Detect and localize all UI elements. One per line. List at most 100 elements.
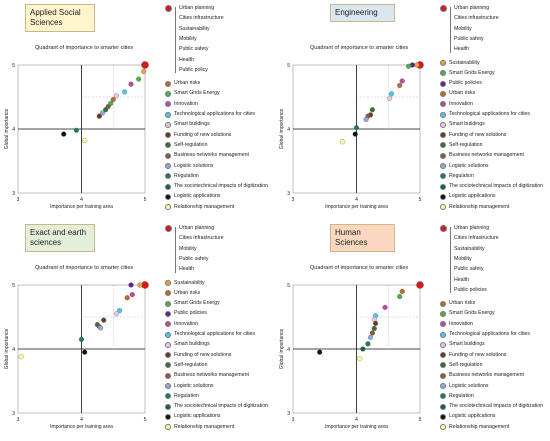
point-urban-risks [124, 295, 130, 301]
y-axis-label: Global importance [279, 108, 285, 149]
legend-marker [165, 80, 171, 87]
point-regulation [365, 341, 371, 347]
legend-marker [440, 383, 446, 389]
legend-label: Public safety [179, 46, 209, 53]
legend-marker [440, 331, 446, 338]
legend-label: Logistic applications [174, 413, 221, 420]
legend-label: Smart Grids Energy [174, 90, 220, 97]
legend-label: Funding of new solutions [174, 131, 232, 138]
panel-title: Applied Social Sciences [25, 4, 95, 32]
legend-marker [165, 280, 171, 286]
legend-label: Logistic applications [449, 193, 496, 200]
legend-marker [165, 352, 171, 359]
legend-marker [440, 310, 446, 317]
legend-marker [165, 290, 171, 297]
point-logistic-solutions [98, 325, 104, 331]
point-smart-grids-energy [397, 293, 403, 300]
legend-label: Technological applications for cities [449, 111, 531, 117]
point-innovation [399, 78, 405, 84]
point-relationship-management [18, 354, 24, 360]
legend-marker [165, 225, 172, 232]
legend-label: Regulation [449, 392, 474, 399]
legend-label: Business networks management [449, 372, 524, 379]
legend-label: Innovation [174, 320, 198, 327]
legend-label: Logistic solutions [449, 382, 489, 389]
legend-marker [440, 80, 446, 87]
legend-label: Regulation [174, 172, 199, 179]
point-smart-buildings [113, 311, 119, 317]
point-logistic-applications [82, 349, 88, 355]
legend-label: Smart Grids Energy [449, 69, 495, 76]
point-urban-planning [141, 281, 149, 289]
legend-marker [440, 393, 446, 400]
point-innovation [129, 292, 135, 298]
legend-label: Relationship management [449, 423, 510, 430]
legend-label: Technological applications for cities [449, 331, 531, 337]
scatter-plot: 3 4 5 3 4 5 Importance per training area Global… [4, 61, 149, 210]
legend-marker [165, 101, 171, 108]
chart-panel-2: Engineering Quadrant of importance to sma… [275, 0, 550, 220]
point-logistic-solutions [99, 110, 106, 116]
legend-marker [440, 90, 446, 97]
x-tick-label: 3 [292, 197, 295, 203]
legend-label: Regulation [449, 172, 474, 179]
legend-marker [165, 142, 171, 149]
point-technological-applications-for-cities [117, 308, 123, 314]
y-tick-label: 5 [287, 63, 290, 69]
legend-marker [440, 70, 446, 77]
legend-marker [165, 132, 171, 139]
chart-title: Quadrant of importance to smarter cities [310, 45, 409, 51]
legend-marker [440, 204, 446, 211]
point-technological-applications-for-cities [122, 89, 128, 95]
legend-label: Business networks management [449, 152, 524, 159]
legend-label: Sustainability [174, 279, 205, 286]
legend-marker [440, 362, 446, 369]
legend-label: Public policies [454, 286, 487, 293]
legend-marker [165, 5, 172, 12]
legend-label: Public safety [454, 266, 484, 273]
legend-marker [165, 331, 171, 338]
point-funding-of-new-solutions [373, 320, 379, 326]
scatter-plot: 3 4 5 3 4 5 Importance per training area Global… [279, 281, 424, 430]
x-tick-label: 3 [17, 417, 20, 423]
chart-title: Quadrant of importance to smarter cities [35, 45, 134, 51]
x-tick-label: 3 [17, 197, 20, 203]
legend-label: Mobility [179, 35, 197, 42]
legend-label: Urban planning [454, 225, 490, 231]
legend-label: Logistic solutions [174, 382, 214, 389]
legend-label: Relationship management [174, 203, 235, 210]
chart-title: Quadrant of importance to smarter cities [310, 265, 409, 271]
legend-marker [165, 362, 171, 369]
y-tick-label: 3 [12, 411, 15, 417]
legend-group-bracket [450, 7, 451, 53]
x-tick-label: 5 [419, 197, 422, 203]
y-tick-label: 3 [287, 411, 290, 417]
legend-marker [440, 183, 446, 190]
legend-marker [440, 413, 446, 420]
panel-title: Exact and earth sciences [25, 224, 95, 252]
x-tick-label: 4 [80, 197, 83, 203]
point-regulation [78, 336, 85, 342]
legend-marker [165, 204, 171, 211]
point-urban-planning [416, 281, 424, 289]
legend-marker [440, 60, 446, 66]
legend-marker [440, 372, 446, 379]
x-axis-label: Importance per training area [50, 204, 113, 210]
legend-label: Funding of new solutions [449, 131, 507, 138]
legend-marker [165, 393, 171, 400]
point-self-regulation [369, 107, 375, 113]
point-funding-of-new-solutions [96, 113, 102, 119]
legend-label: Relationship management [449, 203, 510, 210]
legend-marker [165, 372, 171, 379]
legend-label: The sociotechnical impacts of digitizati… [174, 183, 268, 190]
point-innovation [128, 81, 134, 87]
legend-marker [440, 132, 446, 139]
point-relationship-management [339, 139, 346, 145]
legend-label: Relationship management [174, 423, 235, 430]
legend-label: Urban risks [449, 90, 476, 97]
legend-label: Sustainability [449, 59, 480, 66]
point-urban-risks [397, 82, 403, 89]
legend-label: The sociotechnical impacts of digitizati… [449, 403, 543, 410]
point-logistic-applications [352, 131, 358, 137]
legend-label: Public safety [179, 255, 209, 262]
